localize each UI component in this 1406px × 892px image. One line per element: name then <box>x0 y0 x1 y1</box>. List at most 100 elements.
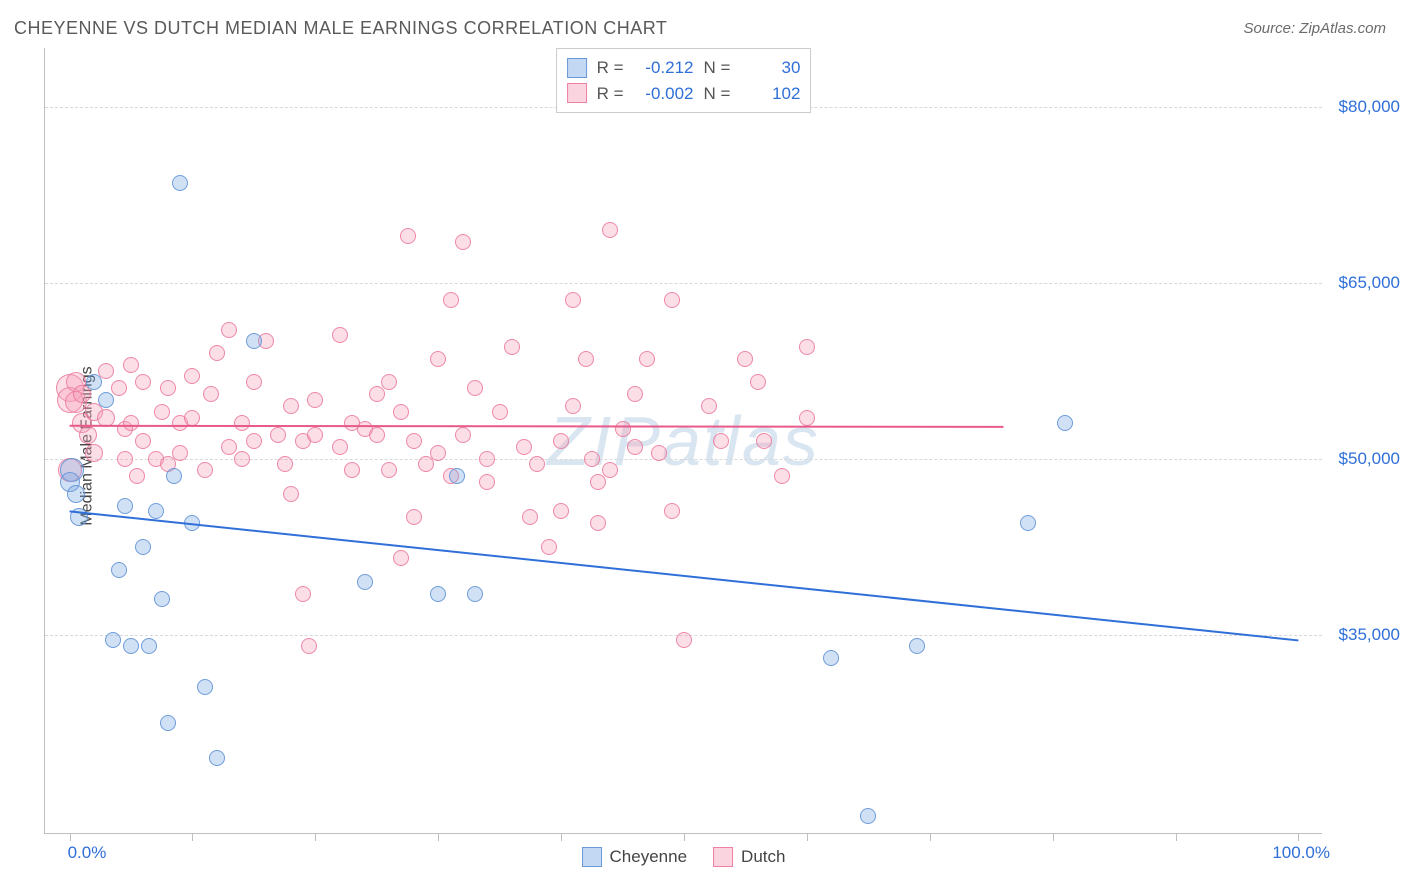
data-point <box>516 439 532 455</box>
trend-line-b <box>70 426 1004 427</box>
x-tick <box>192 833 193 841</box>
data-point <box>307 427 323 443</box>
data-point <box>639 351 655 367</box>
n-label: N = <box>704 55 731 81</box>
x-tick <box>1298 833 1299 841</box>
data-point <box>504 339 520 355</box>
data-point <box>111 380 127 396</box>
data-point <box>455 427 471 443</box>
data-point <box>713 433 729 449</box>
data-point <box>234 451 250 467</box>
data-point <box>197 462 213 478</box>
data-point <box>529 456 545 472</box>
data-point <box>70 508 88 526</box>
data-point <box>492 404 508 420</box>
data-point <box>756 433 772 449</box>
data-point <box>406 433 422 449</box>
x-tick <box>561 833 562 841</box>
data-point <box>246 433 262 449</box>
x-tick <box>807 833 808 841</box>
data-point <box>184 410 200 426</box>
x-tick <box>438 833 439 841</box>
y-tick-label: $50,000 <box>1326 449 1400 469</box>
data-point <box>823 650 839 666</box>
data-point <box>203 386 219 402</box>
data-point <box>283 486 299 502</box>
stat-row-b: R = -0.002 N = 102 <box>567 81 801 107</box>
data-point <box>98 392 114 408</box>
data-point <box>135 539 151 555</box>
chart-container: CHEYENNE VS DUTCH MEDIAN MALE EARNINGS C… <box>0 0 1406 892</box>
legend-label-b: Dutch <box>741 847 785 867</box>
data-point <box>381 462 397 478</box>
data-point <box>701 398 717 414</box>
data-point <box>553 503 569 519</box>
legend-swatch-a-icon <box>582 847 602 867</box>
data-point <box>369 427 385 443</box>
data-point <box>123 638 139 654</box>
data-point <box>590 474 606 490</box>
data-point <box>86 374 102 390</box>
n-label: N = <box>704 81 731 107</box>
data-point <box>123 415 139 431</box>
data-point <box>344 462 360 478</box>
x-tick <box>70 833 71 841</box>
data-point <box>301 638 317 654</box>
data-point <box>357 574 373 590</box>
y-tick-label: $80,000 <box>1326 97 1400 117</box>
data-point <box>283 398 299 414</box>
r-value-b: -0.002 <box>634 81 694 107</box>
data-point <box>184 368 200 384</box>
data-point <box>332 327 348 343</box>
data-point <box>664 292 680 308</box>
legend-item-b: Dutch <box>713 847 785 867</box>
data-point <box>209 345 225 361</box>
stat-row-a: R = -0.212 N = 30 <box>567 55 801 81</box>
data-point <box>332 439 348 455</box>
data-point <box>479 474 495 490</box>
n-value-a: 30 <box>740 55 800 81</box>
data-point <box>154 591 170 607</box>
data-point <box>553 433 569 449</box>
data-point <box>430 586 446 602</box>
data-point <box>430 351 446 367</box>
data-point <box>393 404 409 420</box>
data-point <box>615 421 631 437</box>
data-point <box>909 638 925 654</box>
data-point <box>67 485 85 503</box>
plot-area: ZIPatlas R = -0.212 N = 30 R = -0.002 N … <box>44 48 1322 834</box>
data-point <box>774 468 790 484</box>
legend-swatch-b-icon <box>713 847 733 867</box>
data-point <box>676 632 692 648</box>
data-point <box>166 468 182 484</box>
n-value-b: 102 <box>740 81 800 107</box>
data-point <box>584 451 600 467</box>
data-point <box>799 410 815 426</box>
data-point <box>1057 415 1073 431</box>
data-point <box>154 404 170 420</box>
data-point <box>400 228 416 244</box>
data-point <box>455 234 471 250</box>
data-point <box>277 456 293 472</box>
data-point <box>295 586 311 602</box>
data-point <box>664 503 680 519</box>
data-point <box>1020 515 1036 531</box>
data-point <box>111 562 127 578</box>
trend-line-a <box>70 511 1299 640</box>
data-point <box>443 292 459 308</box>
data-point <box>135 433 151 449</box>
data-point <box>209 750 225 766</box>
x-tick <box>1176 833 1177 841</box>
data-point <box>406 509 422 525</box>
data-point <box>602 222 618 238</box>
data-point <box>418 456 434 472</box>
data-point <box>393 550 409 566</box>
x-tick <box>684 833 685 841</box>
data-point <box>117 498 133 514</box>
data-point <box>172 175 188 191</box>
data-point <box>234 415 250 431</box>
data-point <box>578 351 594 367</box>
data-point <box>98 363 114 379</box>
y-tick-label: $65,000 <box>1326 273 1400 293</box>
legend-item-a: Cheyenne <box>582 847 688 867</box>
